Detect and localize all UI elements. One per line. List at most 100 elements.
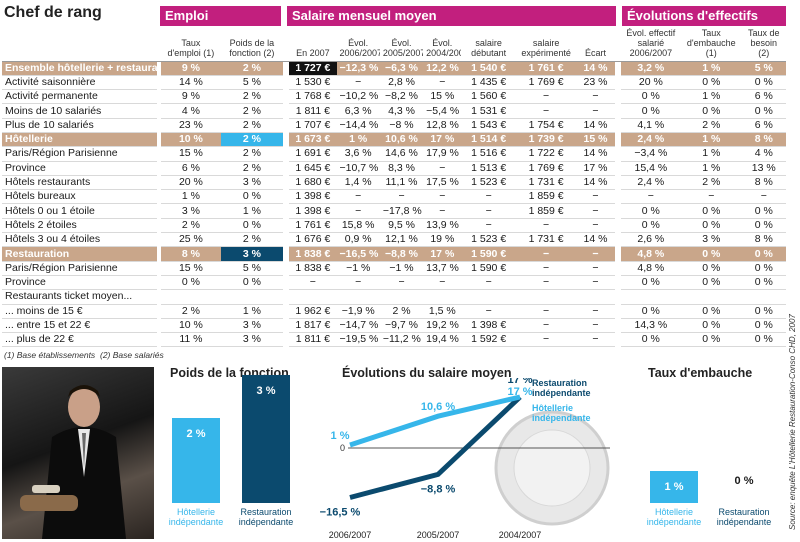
table-cell: 13,9 % — [423, 218, 462, 234]
table-cell: − — [741, 189, 786, 205]
table-cell: 1 590 € — [461, 246, 516, 262]
table-cell: 0 % — [681, 75, 742, 91]
table-cell: 0 % — [741, 275, 786, 291]
cell-gap — [614, 146, 621, 162]
table-cell — [379, 289, 424, 305]
table-cell: −1 % — [379, 261, 424, 276]
table-cell — [620, 289, 682, 305]
table-cell: −19,5 % — [336, 332, 380, 348]
table-cell: 1 530 € — [289, 75, 337, 91]
bar — [172, 417, 220, 503]
series-line — [349, 394, 521, 448]
cell-gap — [614, 318, 621, 333]
table-cell: 23 % — [161, 118, 221, 133]
embauche-panel-title: Taux d'embauche — [648, 366, 753, 380]
table-cell: 0 % — [681, 103, 742, 119]
table-cell: 17 % — [423, 132, 462, 148]
cell-gap — [614, 261, 621, 276]
table-cell: 15 % — [161, 146, 221, 162]
row-label: ... plus de 22 € — [2, 332, 158, 348]
table-cell: 15,8 % — [336, 218, 380, 234]
cell-gap — [614, 203, 621, 219]
table-cell: − — [515, 103, 577, 119]
bar-value-label: 3 % — [256, 385, 276, 397]
cell-gap — [157, 203, 162, 219]
table-cell: 1 691 € — [289, 146, 337, 162]
table-cell: 12,1 % — [379, 232, 424, 248]
table-cell: 14 % — [576, 146, 615, 162]
table-cell: −12,3 % — [336, 61, 380, 76]
table-cell: − — [576, 304, 615, 319]
row-label: Hôtels restaurants — [2, 175, 158, 191]
table-cell: − — [461, 218, 516, 234]
table-cell: − — [336, 189, 380, 205]
series-line — [349, 395, 522, 500]
table-cell: 11,1 % — [379, 175, 424, 191]
column-header: Évol. 2004/2007 — [423, 27, 462, 62]
table-cell: 6,3 % — [336, 103, 380, 119]
table-cell: 17 % — [423, 246, 462, 262]
table-cell: 0 % — [741, 261, 786, 276]
table-cell: 2 % — [161, 304, 221, 319]
table-cell: 0 % — [620, 203, 682, 219]
table-cell: 1 523 € — [461, 232, 516, 248]
table-cell: 8 % — [161, 246, 221, 262]
table-cell: 1 722 € — [515, 146, 577, 162]
table-cell: 1 707 € — [289, 118, 337, 133]
table-cell: 8 % — [741, 175, 786, 191]
table-row: Hôtels 3 ou 4 étoiles 25 % 2 % 1 676 €0,9 %… — [2, 232, 786, 248]
table-cell: 2,8 % — [379, 75, 424, 91]
cell-gap — [157, 132, 162, 147]
table-cell: 1 859 € — [515, 189, 577, 205]
table-cell: 17,9 % — [423, 146, 462, 162]
table-cell: 3,6 % — [336, 146, 380, 162]
table-cell: 14 % — [576, 118, 615, 133]
table-cell: 0,9 % — [336, 232, 380, 248]
cell-gap — [283, 232, 290, 247]
column-header: salaire débutant — [461, 27, 516, 62]
column-header: En 2007 — [289, 27, 337, 62]
table-cell: − — [289, 275, 337, 291]
table-cell: 2 % — [681, 118, 742, 133]
table-cell: 25 % — [161, 232, 221, 248]
table-cell: − — [576, 332, 615, 348]
table-cell: 0 % — [681, 218, 742, 234]
row-label: Restaurants ticket moyen... — [2, 289, 158, 305]
zero-label: 0 — [340, 443, 345, 453]
table-row: Restaurants ticket moyen... — [2, 289, 786, 305]
table-cell: −9,7 % — [379, 318, 424, 334]
table-cell: −10,2 % — [336, 89, 380, 105]
cell-gap — [283, 304, 290, 319]
x-tick-label: 2005/2007 — [417, 530, 460, 540]
cell-gap — [614, 89, 621, 104]
table-cell: 1 590 € — [461, 261, 516, 276]
cell-gap — [157, 332, 162, 347]
cell-gap — [614, 75, 621, 90]
table-row: Hôtels 0 ou 1 étoile 3 % 1 % 1 398 € − −17,8 … — [2, 203, 786, 219]
data-label: 1 % — [331, 430, 350, 442]
table-cell: 1 398 € — [289, 189, 337, 205]
table-cell: 0 % — [681, 275, 742, 291]
section-row: Restauration 8 % 3 % 1 838 € −16,5 % −8,8 % 17… — [2, 246, 786, 262]
data-label: −8,8 % — [421, 483, 456, 495]
table-cell: 1 645 € — [289, 161, 337, 176]
table-cell: − — [515, 304, 577, 319]
table-row: Hôtels 2 étoiles 2 % 0 % 1 761 €15,8 % 9,5 %… — [2, 218, 786, 234]
table-cell: − — [423, 203, 462, 219]
table-cell: 12,2 % — [423, 61, 462, 76]
table-cell: − — [576, 103, 615, 119]
source-note: Source: enquête L'Hôtellerie Restauratio… — [788, 314, 797, 530]
row-label: ... moins de 15 € — [2, 304, 158, 319]
table-cell: 10 % — [161, 132, 221, 148]
table-cell: − — [576, 261, 615, 276]
table-cell: 1 % — [161, 189, 221, 205]
table-cell: 15,4 % — [620, 161, 682, 176]
bar-value-label: 0 % — [734, 475, 754, 487]
table-cell: 0 % — [220, 218, 284, 234]
table-cell: 1 761 € — [515, 61, 577, 76]
row-label: Paris/Région Parisienne — [2, 261, 158, 276]
table-cell: 1 % — [681, 161, 742, 176]
euro-coin-inner — [513, 429, 591, 507]
table-cell: 1 769 € — [515, 75, 577, 91]
cell-gap — [157, 103, 162, 119]
